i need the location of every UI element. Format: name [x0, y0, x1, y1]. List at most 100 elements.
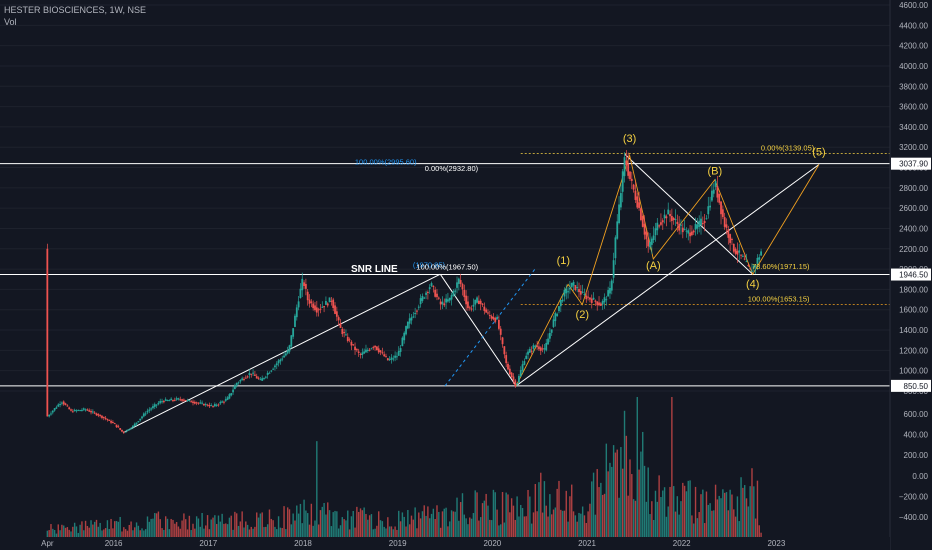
candle-body	[569, 288, 571, 290]
volume-bar	[159, 519, 161, 537]
volume-bar	[541, 512, 544, 537]
candle-body	[532, 345, 535, 349]
grid	[0, 4, 890, 392]
time-axis-background	[0, 537, 890, 550]
volume-bar	[108, 528, 110, 537]
volume-bar	[79, 524, 81, 537]
wave-label: (B)	[708, 166, 723, 178]
volume-bar	[416, 528, 418, 537]
candle-body	[754, 265, 757, 267]
volume-bar	[114, 521, 116, 537]
candle-body	[738, 250, 741, 253]
candle-body	[414, 313, 417, 315]
candle-body	[503, 346, 506, 355]
volume-bar	[337, 528, 340, 537]
volume-bar	[572, 511, 575, 537]
volume-bar	[733, 509, 735, 537]
volume-bar	[543, 481, 546, 537]
candle-body	[539, 347, 542, 351]
volume-bar	[378, 511, 380, 537]
volume-bar	[647, 467, 649, 537]
volume-bar	[283, 506, 285, 537]
candle-body	[357, 351, 360, 354]
candle-body	[217, 404, 220, 406]
volume-bar	[137, 525, 140, 537]
volume-bar	[48, 530, 50, 537]
volume-bar	[563, 510, 566, 537]
candle-body	[720, 201, 722, 215]
volume-bar	[115, 521, 118, 537]
price-axis[interactable]: 4600.00 4400.00 4200.00 4000.00 3800.00 3600.…	[889, 0, 932, 550]
candle-body	[368, 349, 371, 351]
volume-bar	[148, 521, 151, 537]
volume-bar	[352, 510, 354, 537]
time-tick-label: 2020	[483, 539, 501, 548]
volume-bar	[663, 487, 666, 537]
volume-bar	[638, 469, 640, 537]
candle-body	[496, 317, 498, 319]
candle-body	[95, 413, 98, 416]
candle-body	[286, 350, 289, 354]
volume-bar	[357, 511, 360, 537]
price-tag	[891, 379, 931, 392]
volume-bar	[387, 517, 389, 537]
volume-bar	[470, 518, 473, 537]
volume-bar	[161, 528, 163, 537]
price-tag	[891, 268, 931, 281]
candle-body	[647, 239, 650, 247]
volume-bar	[483, 500, 486, 537]
volume-bar	[432, 508, 435, 537]
volume-bar	[99, 522, 101, 537]
candle-body	[585, 295, 588, 300]
price-tick-label: 1200.00	[899, 346, 928, 355]
candle-body	[432, 285, 435, 287]
volume-bar	[596, 469, 598, 537]
candle-body	[501, 337, 504, 345]
fib-label: 78.60%(1971.15)	[752, 262, 810, 271]
volume-bars	[46, 397, 762, 537]
fib-label: (1970.85)	[413, 261, 446, 270]
volume-bar	[441, 511, 444, 537]
candle-body	[499, 328, 502, 335]
candle-body	[700, 218, 702, 225]
volume-bar	[237, 525, 240, 537]
candle-body	[630, 178, 633, 181]
price-tick-label: 1000.00	[899, 367, 928, 376]
candle-body	[559, 299, 562, 307]
candle-body	[301, 278, 304, 291]
volume-bar	[248, 529, 251, 537]
volume-bar	[561, 510, 564, 537]
candle-body	[627, 163, 630, 176]
wave-label: (5)	[812, 146, 825, 158]
volume-bar	[183, 513, 185, 537]
volume-bar	[332, 512, 334, 537]
candle-body	[676, 221, 679, 224]
candle-body	[507, 363, 509, 370]
candle-body	[718, 193, 721, 203]
volume-bar	[512, 505, 515, 537]
candle-body	[345, 334, 347, 336]
volume-bar	[350, 516, 353, 537]
symbol-title[interactable]: HESTER BIOSCIENCES, 1W, NSE	[4, 5, 147, 15]
candle-body	[477, 300, 480, 305]
volume-bar	[745, 498, 748, 537]
candle-body	[397, 350, 400, 356]
volume-bar	[68, 529, 70, 537]
volume-bar	[53, 530, 56, 537]
candle-body	[266, 372, 269, 375]
candle-body	[388, 359, 391, 361]
candle-body	[663, 214, 666, 219]
candle-body	[99, 414, 102, 416]
candle-body	[135, 422, 138, 425]
candle-body	[579, 290, 582, 295]
candle-body	[343, 332, 346, 334]
candle-body	[445, 298, 447, 303]
candle-body	[88, 410, 91, 412]
time-axis[interactable]: Apr 2016 2017 2018 2019 2020 2021 2022 2023	[0, 537, 890, 550]
volume-bar	[119, 516, 121, 537]
candle-body	[71, 411, 74, 413]
volume-bar	[618, 497, 620, 537]
volume-bar	[560, 509, 562, 537]
candle-body	[678, 223, 681, 231]
